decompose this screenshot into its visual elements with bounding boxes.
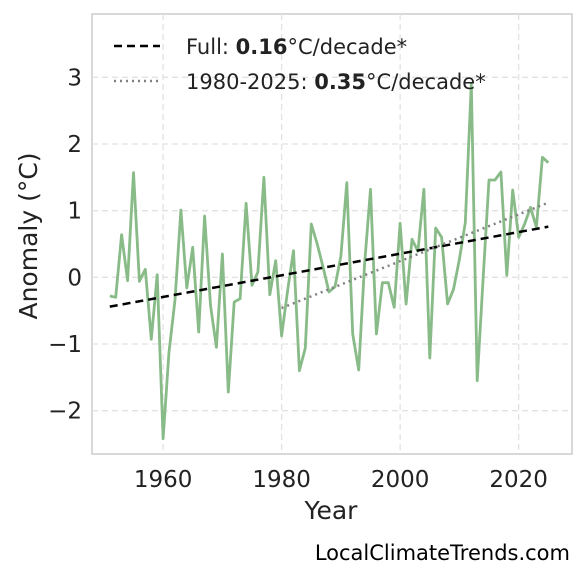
- x-tick-label: 2000: [371, 467, 430, 493]
- x-tick-label: 2020: [489, 467, 548, 493]
- legend-full-value: 0.16: [236, 35, 288, 59]
- y-tick-label: 2: [67, 132, 82, 158]
- anomaly-series-line: [109, 82, 550, 441]
- series-layer: [109, 82, 550, 441]
- plot-frame: [91, 13, 573, 455]
- legend: Full: 0.16°C/decade* 1980-2025: 0.35°C/d…: [114, 35, 486, 94]
- legend-recent-value: 0.35: [314, 70, 366, 94]
- trend-layer: [109, 201, 549, 310]
- site-credit: LocalClimateTrends.com: [315, 541, 570, 565]
- y-tick-label: 0: [67, 265, 82, 291]
- full-trend-line: [109, 225, 549, 308]
- x-tick-labels: 1960 1980 2000 2020: [134, 467, 548, 493]
- x-axis-title: Year: [304, 496, 359, 525]
- x-tick-label: 1960: [134, 467, 193, 493]
- x-tick-label: 1980: [252, 467, 311, 493]
- y-tick-label: 1: [67, 199, 82, 225]
- y-tick-label: −2: [48, 399, 82, 425]
- y-tick-label: 3: [67, 65, 82, 91]
- legend-recent-trend-label: 1980-2025: 0.35°C/decade*: [186, 70, 486, 94]
- legend-recent-prefix: 1980-2025:: [186, 70, 314, 94]
- y-axis-title: Anomaly (°C): [14, 152, 43, 319]
- legend-full-suffix: °C/decade*: [288, 35, 408, 59]
- legend-recent-suffix: °C/decade*: [366, 70, 486, 94]
- y-tick-labels: −2 −1 0 1 2 3: [48, 65, 82, 424]
- y-tick-label: −1: [48, 332, 82, 358]
- legend-full-prefix: Full:: [186, 35, 236, 59]
- legend-full-trend-label: Full: 0.16°C/decade*: [186, 35, 407, 59]
